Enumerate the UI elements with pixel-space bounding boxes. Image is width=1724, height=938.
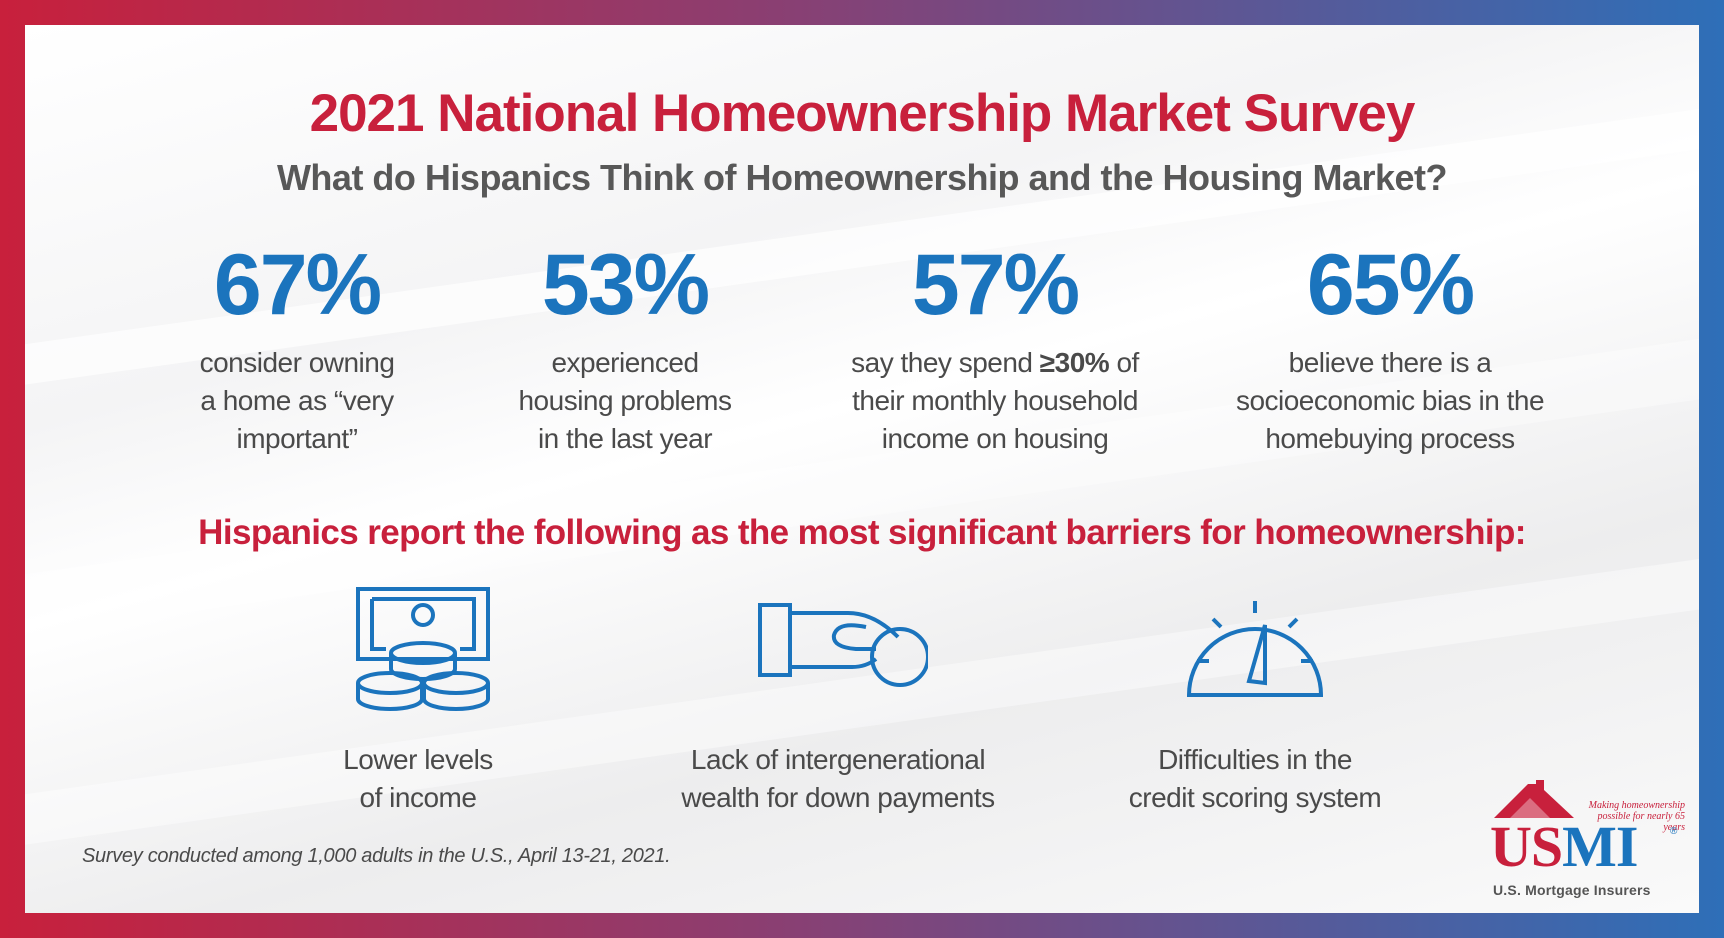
stat-line: consider owning [199, 347, 395, 379]
usmi-logo: Making homeownership possible for nearly… [1465, 770, 1685, 900]
barrier-income: Lower levels of income [218, 585, 618, 817]
barrier-line: Lack of intergenerational [690, 744, 986, 775]
survey-footnote: Survey conducted among 1,000 adults in t… [82, 845, 671, 867]
logo-subtext: U.S. Mortgage Insurers [1493, 882, 1651, 898]
house-roof-icon [1494, 780, 1574, 818]
stat-value: 57% [911, 237, 1080, 333]
stat-line: important” [236, 423, 358, 455]
barrier-line: of income [359, 782, 477, 813]
stat-line: housing problems [518, 385, 732, 417]
logo-mi: MI [1562, 814, 1638, 879]
stat-line: in the last year [537, 423, 713, 455]
logo-tagline: Making homeownership possible for nearly… [1575, 800, 1685, 833]
stat-line: experienced [551, 347, 699, 379]
stat-value: 65% [1306, 237, 1475, 333]
stat-description: experienced housing problems in the last… [445, 344, 805, 458]
barrier-label: Difficulties in the credit scoring syste… [1055, 741, 1455, 817]
barrier-line: wealth for down payments [681, 782, 995, 813]
stat-threshold: ≥30% [1039, 347, 1110, 379]
barrier-line: credit scoring system [1128, 782, 1382, 813]
barrier-label: Lack of intergenerational wealth for dow… [638, 741, 1038, 817]
gauge-icon [1186, 601, 1324, 697]
stat-socioeconomic-bias: 65% believe there is a socioeconomic bia… [1200, 240, 1580, 458]
stat-line: socioeconomic bias in the [1235, 385, 1545, 417]
stat-text: of [1109, 347, 1139, 379]
barriers-heading: Hispanics report the following as the mo… [198, 513, 1526, 552]
infographic-card: 2021 National Homeownership Market Surve… [25, 25, 1699, 913]
stat-line: say they spend ≥30% of [815, 344, 1175, 382]
stat-income-on-housing: 57% say they spend ≥30% of their monthly… [815, 240, 1175, 458]
tagline-line: Making homeownership [1588, 800, 1685, 811]
logo-wordmark: USMI [1490, 818, 1638, 876]
stat-value: 53% [541, 237, 710, 333]
stat-line: homebuying process [1265, 423, 1515, 455]
registered-mark: ® [1670, 826, 1678, 837]
stat-line: believe there is a [1288, 347, 1492, 379]
logo-us: US [1490, 814, 1563, 879]
barrier-line: Lower levels [343, 744, 493, 775]
barrier-credit-scoring: Difficulties in the credit scoring syste… [1055, 585, 1455, 817]
money-coins-icon [356, 587, 490, 711]
hand-coin-icon [758, 603, 928, 687]
stat-very-important: 67% consider owning a home as “very impo… [117, 240, 477, 458]
stat-text: say they spend [851, 347, 1040, 379]
stat-line: their monthly household [852, 385, 1138, 417]
stat-value: 67% [213, 237, 382, 333]
stat-description: say they spend ≥30% of their monthly hou… [815, 344, 1175, 458]
page-title: 2021 National Homeownership Market Surve… [309, 84, 1416, 143]
barrier-line: Difficulties in the [1158, 744, 1352, 775]
page-subtitle: What do Hispanics Think of Homeownership… [276, 157, 1448, 198]
barrier-intergenerational-wealth: Lack of intergenerational wealth for dow… [638, 585, 1038, 817]
stat-description: consider owning a home as “very importan… [117, 344, 477, 458]
stat-line: a home as “very [200, 385, 394, 417]
stat-line: income on housing [881, 423, 1109, 455]
stat-description: believe there is a socioeconomic bias in… [1200, 344, 1580, 458]
tagline-line: possible for nearly 65 years [1597, 811, 1686, 833]
stat-housing-problems: 53% experienced housing problems in the … [445, 240, 805, 458]
barrier-label: Lower levels of income [218, 741, 618, 817]
